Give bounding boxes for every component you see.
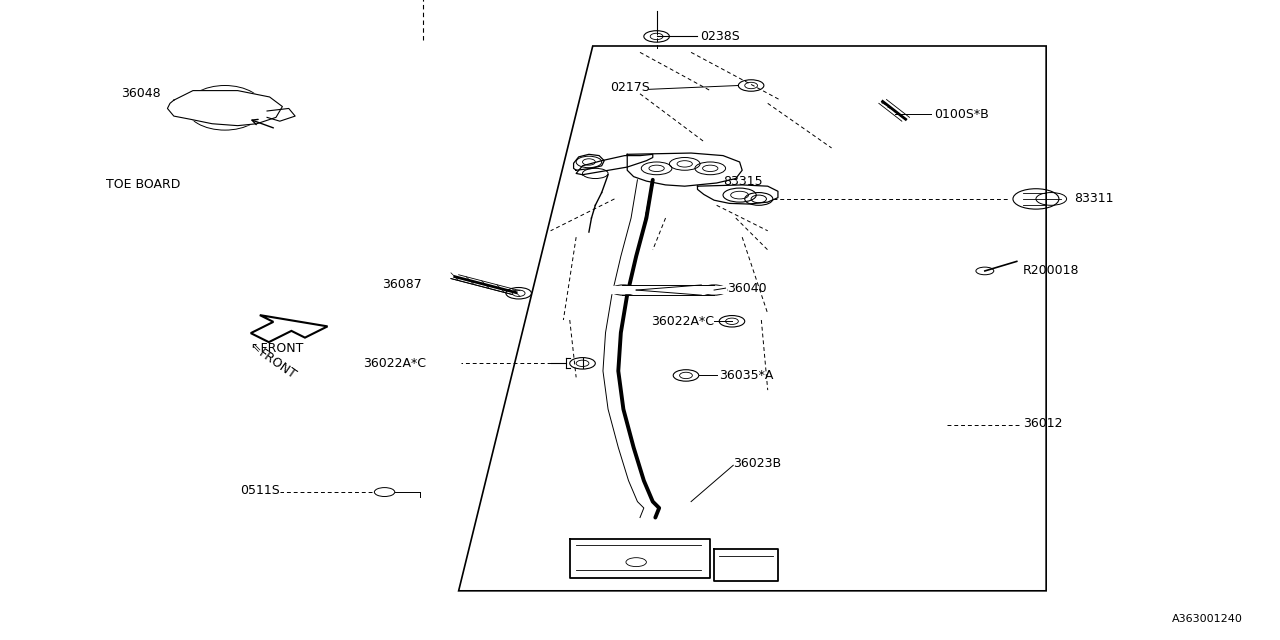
Text: 36035*A: 36035*A [719, 369, 773, 382]
Text: A363001240: A363001240 [1172, 614, 1243, 625]
Text: 36022A*C: 36022A*C [652, 316, 714, 328]
Polygon shape [576, 154, 653, 175]
Text: 36022A*C: 36022A*C [362, 357, 426, 370]
Polygon shape [627, 153, 742, 186]
Polygon shape [573, 154, 604, 170]
Text: 36087: 36087 [381, 278, 421, 291]
Text: 83315: 83315 [723, 175, 763, 188]
Polygon shape [570, 539, 710, 578]
Text: R200018: R200018 [1023, 264, 1079, 276]
Polygon shape [698, 185, 778, 204]
Text: 36023B: 36023B [733, 457, 781, 470]
Text: 36040: 36040 [727, 282, 767, 294]
Text: 36048: 36048 [122, 87, 161, 100]
Text: 36012: 36012 [1023, 417, 1062, 429]
Text: 0217S: 0217S [611, 81, 650, 94]
Text: 0238S: 0238S [700, 30, 740, 43]
Text: FRONT: FRONT [256, 347, 298, 382]
Polygon shape [268, 108, 296, 121]
Text: ⇖FRONT: ⇖FRONT [251, 342, 303, 355]
Text: 0100S*B: 0100S*B [934, 108, 988, 121]
Polygon shape [714, 549, 778, 581]
Text: TOE BOARD: TOE BOARD [106, 178, 180, 191]
Text: 0511S: 0511S [241, 484, 280, 497]
Polygon shape [168, 91, 283, 125]
Text: 83311: 83311 [1074, 193, 1114, 205]
